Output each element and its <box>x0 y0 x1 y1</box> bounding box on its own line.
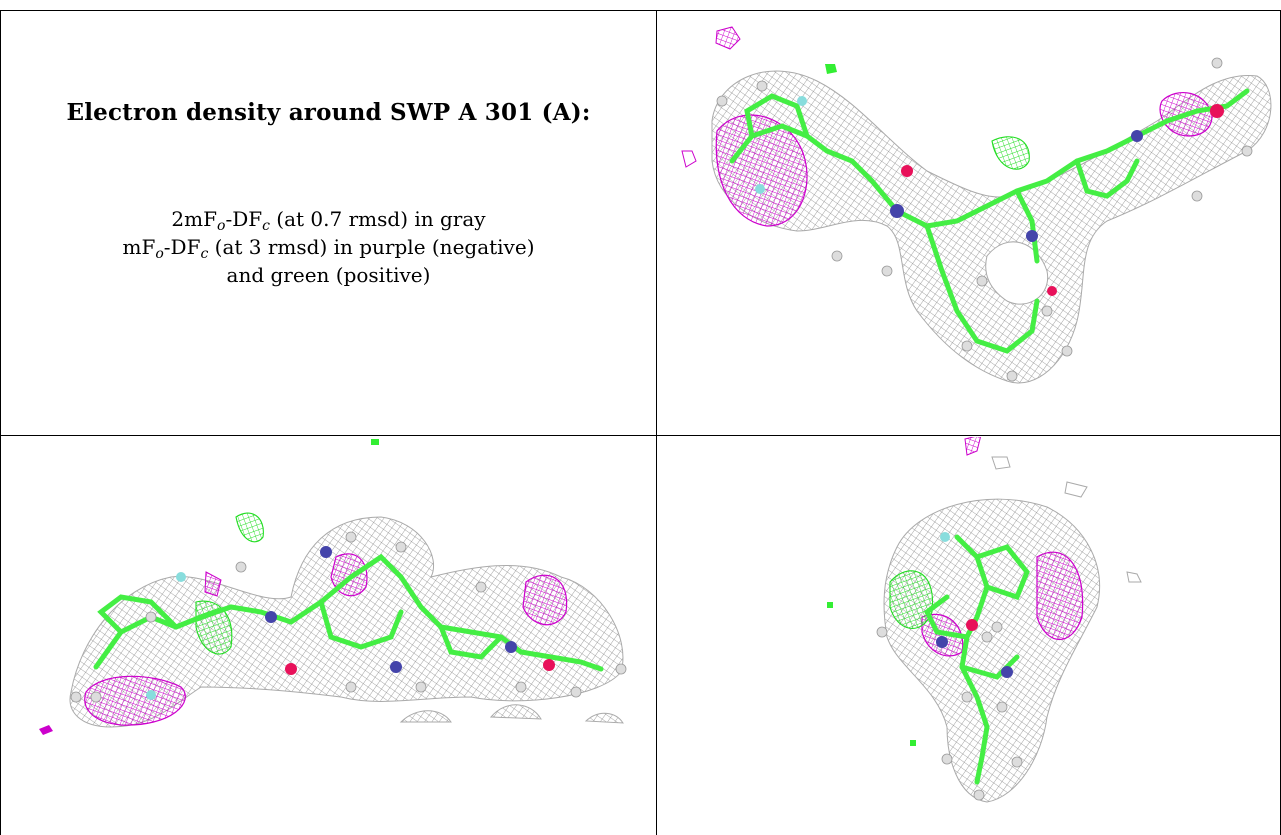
hydrogen-atoms <box>716 57 1253 382</box>
table-middle-divider <box>656 10 657 835</box>
legend-line-2fofc: 2mFo-DFc (at 0.7 rmsd) in gray <box>171 207 486 234</box>
ligand-bonds <box>923 534 1030 785</box>
density-render-2 <box>39 439 627 735</box>
heteroatoms <box>146 546 555 700</box>
density-view-bottom-left <box>1 437 656 835</box>
stray-density <box>399 704 624 724</box>
positive-density-blob <box>827 570 934 746</box>
table-top-border <box>0 10 1281 11</box>
table-row-divider <box>0 435 1281 436</box>
density-view-top-right <box>657 11 1280 435</box>
negative-density-blob <box>39 553 568 735</box>
density-view-bottom-right <box>657 437 1280 835</box>
density-render-1 <box>681 26 1272 384</box>
stray-density <box>991 456 1142 583</box>
table-left-border <box>0 10 1 835</box>
legend-line-fofc: mFo-DFc (at 3 rmsd) in purple (negative) <box>122 235 535 262</box>
map-legend: 2mFo-DFc (at 0.7 rmsd) in gray mFo-DFc (… <box>1 205 656 289</box>
gray-density-mesh <box>69 516 624 728</box>
heteroatoms <box>936 532 1013 678</box>
hydrogen-atoms <box>70 531 627 703</box>
gray-density-mesh <box>711 70 1272 384</box>
heteroatoms <box>755 96 1224 296</box>
gray-density-mesh <box>883 498 1101 803</box>
density-render-3 <box>827 437 1142 803</box>
hydrogen-atoms <box>876 621 1023 801</box>
ligand-bonds <box>93 553 604 672</box>
figure-title: Electron density around SWP A 301 (A): <box>66 99 591 126</box>
ligand-bonds <box>729 88 1250 354</box>
legend-line-positive: and green (positive) <box>226 263 431 287</box>
caption-cell: Electron density around SWP A 301 (A): 2… <box>1 11 656 435</box>
positive-density-blob <box>825 64 1030 170</box>
